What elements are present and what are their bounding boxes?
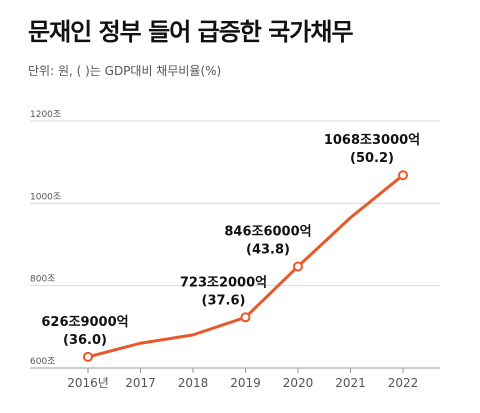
data-label-ratio: (50.2) xyxy=(350,151,394,166)
data-label-ratio: (37.6) xyxy=(202,293,246,308)
chart-title: 문재인 정부 들어 급증한 국가채무 xyxy=(28,18,354,46)
y-tick-label: 800조 xyxy=(30,275,55,285)
data-point-marker xyxy=(293,261,303,272)
x-tick-label: 2017 xyxy=(125,376,156,390)
data-label-value: 846조6000억 xyxy=(224,224,311,239)
series-line xyxy=(86,173,405,359)
y-tick-label: 1000조 xyxy=(30,192,61,202)
x-tick-label: 2018 xyxy=(178,376,209,390)
x-tick-label: 2020 xyxy=(283,376,314,390)
x-tick-label: 2016년 xyxy=(67,376,109,390)
x-tick-label: 2019 xyxy=(230,376,261,390)
x-tick-label: 2021 xyxy=(335,376,366,390)
data-point-marker xyxy=(240,312,251,323)
data-label-ratio: (43.8) xyxy=(246,242,290,257)
data-point-marker xyxy=(83,351,93,362)
y-tick-label: 600조 xyxy=(30,357,55,367)
y-tick-label: 1200조 xyxy=(30,110,61,120)
data-label-value: 1068조3000억 xyxy=(324,133,420,148)
data-point-marker xyxy=(398,170,408,181)
data-label-value: 626조9000억 xyxy=(41,315,128,330)
data-label-value: 723조2000억 xyxy=(180,275,267,290)
chart-subtitle: 단위: 원, ( )는 GDP대비 채무비율(%) xyxy=(28,64,222,78)
data-label-ratio: (36.0) xyxy=(63,333,107,348)
x-tick-label: 2022 xyxy=(388,376,419,390)
